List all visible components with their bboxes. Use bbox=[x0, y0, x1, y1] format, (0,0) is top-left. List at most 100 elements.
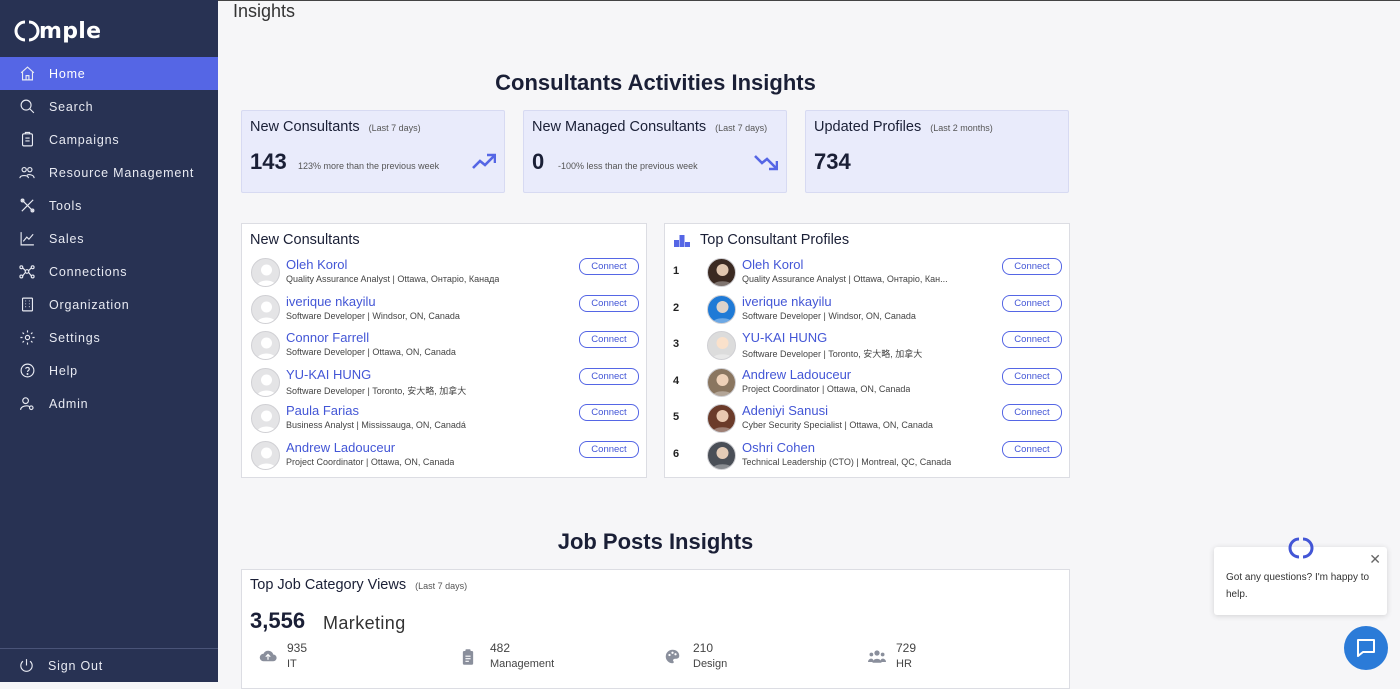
chat-close-button[interactable]: ✕ bbox=[1369, 551, 1381, 567]
avatar[interactable] bbox=[707, 294, 736, 324]
category-count: 482 bbox=[490, 641, 511, 655]
category-label: IT bbox=[287, 658, 297, 670]
chat-brand-icon bbox=[1288, 537, 1314, 559]
nav-label: Admin bbox=[49, 396, 89, 411]
nav-item-admin[interactable]: Admin bbox=[0, 387, 218, 420]
connect-button[interactable]: Connect bbox=[579, 258, 639, 275]
stat-sub: 123% more than the previous week bbox=[298, 161, 440, 171]
consultant-name-link[interactable]: Andrew Ladouceur bbox=[286, 440, 396, 455]
sidebar: mple Home Search Campaigns Resource Mana… bbox=[0, 0, 218, 682]
chat-launcher-button[interactable] bbox=[1344, 626, 1388, 670]
consultant-details: Software Developer | Ottawa, ON, Canada bbox=[286, 347, 456, 358]
card-title: New Consultants bbox=[250, 232, 360, 248]
nav-item-tools[interactable]: Tools bbox=[0, 189, 218, 222]
avatar[interactable] bbox=[707, 404, 736, 434]
admin-icon bbox=[18, 395, 36, 413]
connect-button[interactable]: Connect bbox=[1002, 258, 1062, 275]
connect-button[interactable]: Connect bbox=[1002, 367, 1062, 385]
sign-out-button[interactable]: Sign Out bbox=[0, 648, 218, 682]
nav-item-settings[interactable]: Settings bbox=[0, 321, 218, 354]
top-profile-row: 6 Oshri Cohen Technical Leadership (CTO) |… bbox=[665, 440, 1069, 476]
gear-icon bbox=[18, 329, 36, 347]
category-count: 729 bbox=[896, 641, 917, 655]
consultant-name-link[interactable]: YU-KAI HUNG bbox=[286, 366, 372, 382]
connect-button[interactable]: Connect bbox=[579, 404, 639, 422]
connect-button[interactable]: Connect bbox=[579, 294, 639, 312]
nav-label: Settings bbox=[49, 330, 101, 345]
connect-button[interactable]: Connect bbox=[1002, 404, 1062, 422]
connect-button[interactable]: Connect bbox=[579, 367, 639, 385]
avatar[interactable] bbox=[707, 441, 736, 470]
nav-item-help[interactable]: Help bbox=[0, 354, 218, 387]
nav-item-home[interactable]: Home bbox=[0, 57, 218, 90]
search-icon bbox=[18, 98, 36, 116]
top-category-value: 3,556 bbox=[250, 608, 306, 633]
avatar[interactable] bbox=[251, 404, 280, 434]
connect-button[interactable]: Connect bbox=[579, 331, 639, 349]
nav-item-organization[interactable]: Organization bbox=[0, 288, 218, 321]
avatar[interactable] bbox=[707, 331, 736, 361]
consultant-name-link[interactable]: Oshri Cohen bbox=[742, 440, 815, 455]
consultant-name-link[interactable]: Connor Farrell bbox=[286, 330, 370, 346]
nav-item-search[interactable]: Search bbox=[0, 90, 218, 123]
avatar[interactable] bbox=[707, 258, 736, 287]
category-management: 482 Management bbox=[462, 641, 622, 675]
top-category-name: Marketing bbox=[323, 613, 406, 633]
consultant-details: Business Analyst | Mississauga, ON, Cana… bbox=[286, 420, 466, 431]
rank-number: 6 bbox=[673, 448, 680, 460]
consultant-name-link[interactable]: Andrew Ladouceur bbox=[742, 366, 852, 382]
category-count: 210 bbox=[693, 641, 714, 655]
rank-number: 3 bbox=[673, 338, 680, 351]
nav-item-campaigns[interactable]: Campaigns bbox=[0, 123, 218, 156]
rank-number: 2 bbox=[673, 301, 680, 314]
nav-item-connections[interactable]: Connections bbox=[0, 255, 218, 288]
top-profile-row: 2 iverique nkayilu Software Developer | Wi… bbox=[665, 294, 1069, 330]
stat-sub: -100% less than the previous week bbox=[558, 161, 698, 171]
card-title: Top Job Category Views bbox=[250, 577, 407, 593]
nav-label: Campaigns bbox=[49, 132, 120, 147]
avatar[interactable] bbox=[251, 441, 280, 470]
connect-button[interactable]: Connect bbox=[1002, 441, 1062, 458]
podium-icon bbox=[674, 235, 690, 247]
consultant-name-link[interactable]: Paula Farias bbox=[286, 403, 359, 419]
app-logo[interactable]: mple bbox=[14, 14, 101, 48]
rank-number: 1 bbox=[673, 265, 680, 277]
consultant-name-link[interactable]: Adeniyi Sanusi bbox=[742, 403, 828, 419]
nav-label: Help bbox=[49, 363, 78, 378]
new-consultant-row: Oleh Korol Quality Assurance Analyst | Ot… bbox=[242, 257, 646, 293]
consultant-name-link[interactable]: iverique nkayilu bbox=[742, 293, 832, 309]
category-it: 935 IT bbox=[259, 641, 419, 675]
nav-label: Tools bbox=[49, 198, 83, 213]
top-profile-row: 4 Andrew Ladouceur Project Coordinator | O… bbox=[665, 367, 1069, 403]
consultant-details: Project Coordinator | Ottawa, ON, Canada bbox=[742, 383, 911, 394]
connect-button[interactable]: Connect bbox=[1002, 331, 1062, 349]
nav-item-resource-management[interactable]: Resource Management bbox=[0, 156, 218, 189]
connect-button[interactable]: Connect bbox=[1002, 294, 1062, 312]
avatar[interactable] bbox=[251, 294, 280, 324]
stat-value: 143 bbox=[250, 149, 287, 174]
consultant-details: Software Developer | Toronto, 安大略, 加拿大 bbox=[286, 385, 467, 396]
clipboard-icon bbox=[462, 649, 474, 665]
power-icon bbox=[20, 659, 33, 672]
nav-label: Organization bbox=[49, 297, 130, 312]
nav-item-sales[interactable]: Sales bbox=[0, 222, 218, 255]
avatar[interactable] bbox=[251, 331, 280, 361]
consultant-name-link[interactable]: Oleh Korol bbox=[286, 257, 348, 272]
stat-updated-profiles: Updated Profiles (Last 2 months) 734 bbox=[805, 110, 1069, 193]
category-design: 210 Design bbox=[665, 641, 825, 675]
consultant-name-link[interactable]: YU-KAI HUNG bbox=[742, 330, 828, 346]
network-icon bbox=[18, 263, 36, 281]
avatar[interactable] bbox=[251, 367, 280, 397]
connect-button[interactable]: Connect bbox=[579, 441, 639, 458]
consultant-name-link[interactable]: iverique nkayilu bbox=[286, 293, 376, 309]
stat-period: (Last 7 days) bbox=[715, 123, 768, 133]
new-consultant-row: Connor Farrell Software Developer | Ottaw… bbox=[242, 330, 646, 366]
stat-value: 0 bbox=[532, 149, 545, 174]
avatar[interactable] bbox=[251, 258, 280, 287]
tools-icon bbox=[18, 197, 36, 215]
avatar[interactable] bbox=[707, 367, 736, 397]
nav-label: Connections bbox=[49, 264, 128, 279]
cloud-upload-icon bbox=[259, 650, 277, 662]
trending-up-icon bbox=[472, 153, 496, 169]
consultant-name-link[interactable]: Oleh Korol bbox=[742, 257, 804, 272]
